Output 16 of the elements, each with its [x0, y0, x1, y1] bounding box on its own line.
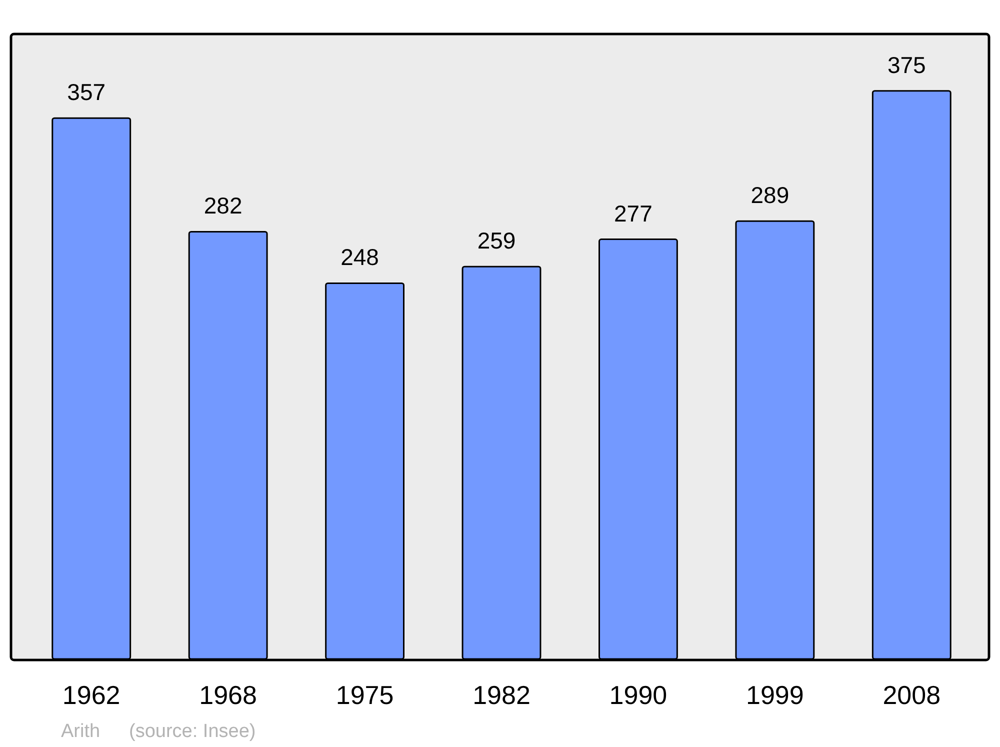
- data-label: 375: [887, 52, 926, 78]
- data-label: 282: [204, 192, 242, 219]
- x-tick-label: 2008: [882, 680, 941, 710]
- x-tick-label: 1999: [746, 680, 804, 710]
- data-label: 289: [750, 182, 790, 208]
- x-tick-label: 1975: [336, 680, 394, 710]
- x-tick-label: 1962: [62, 680, 120, 710]
- data-label: 259: [477, 228, 516, 254]
- text: Arith: [61, 721, 100, 742]
- x-tick-label: 1968: [199, 680, 257, 710]
- data-label: 277: [614, 200, 652, 226]
- x-tick-label: 1990: [609, 680, 668, 710]
- x-tick-label: 1982: [472, 680, 530, 710]
- text: (source: Insee): [129, 721, 256, 742]
- data-label: 248: [340, 244, 379, 270]
- data-label: 357: [67, 79, 106, 106]
